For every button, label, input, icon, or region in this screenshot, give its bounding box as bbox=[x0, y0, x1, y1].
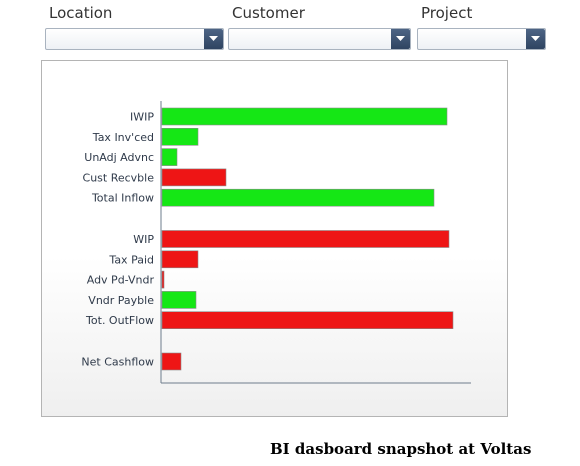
bar-vndr-payble[interactable] bbox=[161, 291, 197, 309]
bar-wip[interactable] bbox=[161, 230, 450, 248]
customer-dropdown-button[interactable] bbox=[391, 29, 410, 49]
chevron-down-icon bbox=[396, 36, 405, 41]
category-label: Total Inflow bbox=[91, 192, 154, 205]
category-label: Tot. OutFlow bbox=[85, 314, 154, 327]
customer-label: Customer bbox=[232, 4, 305, 22]
bar-tax-paid[interactable] bbox=[161, 250, 199, 269]
chevron-down-icon bbox=[209, 36, 218, 41]
bar-net-cashflow[interactable] bbox=[161, 352, 182, 371]
bar-iwip[interactable] bbox=[161, 107, 448, 126]
bar-adv-pd-vndr[interactable] bbox=[161, 270, 165, 289]
location-dropdown-button[interactable] bbox=[204, 29, 223, 49]
project-dropdown-button[interactable] bbox=[526, 29, 545, 49]
location-dropdown[interactable] bbox=[45, 28, 224, 50]
category-label: Adv Pd-Vndr bbox=[87, 274, 155, 287]
category-label: Net Cashflow bbox=[81, 356, 154, 369]
figure-caption: BI dasboard snapshot at Voltas bbox=[270, 440, 532, 458]
category-label: Cust Recvble bbox=[83, 171, 155, 184]
chevron-down-icon bbox=[531, 36, 540, 41]
category-label: UnAdj Advnc bbox=[84, 151, 154, 164]
category-label: IWIP bbox=[130, 111, 154, 124]
category-label: WIP bbox=[133, 233, 154, 246]
category-label: Vndr Payble bbox=[88, 294, 154, 307]
bar-tax-inv-ced[interactable] bbox=[161, 128, 199, 146]
project-dropdown[interactable] bbox=[417, 28, 546, 50]
customer-dropdown[interactable] bbox=[228, 28, 411, 50]
bar-cust-recvble[interactable] bbox=[161, 168, 227, 187]
project-label: Project bbox=[421, 4, 473, 22]
bar-unadj-advnc[interactable] bbox=[161, 148, 178, 166]
bar-total-inflow[interactable] bbox=[161, 188, 435, 207]
category-label: Tax Inv'ced bbox=[92, 131, 154, 144]
location-label: Location bbox=[49, 4, 113, 22]
cashflow-bar-chart: IWIP Tax Inv'ced UnAdj Advnc Cust Recvble To… bbox=[81, 101, 471, 384]
cashflow-chart-panel: IWIP Tax Inv'ced UnAdj Advnc Cust Recvble To… bbox=[41, 60, 508, 417]
category-label: Tax Paid bbox=[108, 253, 154, 266]
bar-tot-outflow[interactable] bbox=[161, 311, 454, 329]
